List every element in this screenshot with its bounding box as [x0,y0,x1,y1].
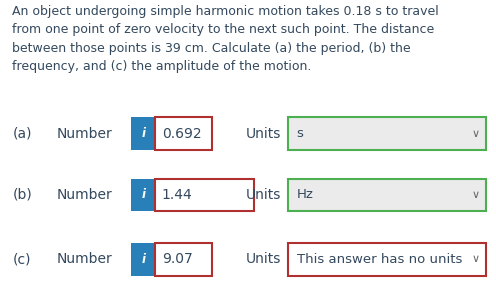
FancyBboxPatch shape [288,117,486,150]
Text: ∨: ∨ [471,190,479,200]
FancyBboxPatch shape [155,179,254,211]
FancyBboxPatch shape [131,179,155,211]
Text: ∨: ∨ [471,255,479,264]
Text: Number: Number [57,252,113,266]
Text: Number: Number [57,188,113,202]
Text: An object undergoing simple harmonic motion takes 0.18 s to travel
from one poin: An object undergoing simple harmonic mot… [12,5,439,73]
FancyBboxPatch shape [131,117,155,150]
Text: s: s [297,127,304,140]
Text: Units: Units [246,252,281,266]
Text: Hz: Hz [297,188,313,201]
FancyBboxPatch shape [288,179,486,211]
FancyBboxPatch shape [155,117,212,150]
Text: (b): (b) [12,188,32,202]
Text: i: i [141,127,145,140]
FancyBboxPatch shape [288,243,486,276]
Text: Units: Units [246,126,281,141]
FancyBboxPatch shape [155,243,212,276]
Text: (c): (c) [12,252,31,266]
Text: Units: Units [246,188,281,202]
Text: Number: Number [57,126,113,141]
Text: 9.07: 9.07 [162,252,192,266]
Text: This answer has no units: This answer has no units [297,253,462,266]
Text: 1.44: 1.44 [162,188,192,202]
Text: 0.692: 0.692 [162,126,201,141]
Text: (a): (a) [12,126,32,141]
Text: ∨: ∨ [471,129,479,138]
Text: i: i [141,253,145,266]
FancyBboxPatch shape [131,243,155,276]
Text: i: i [141,188,145,201]
